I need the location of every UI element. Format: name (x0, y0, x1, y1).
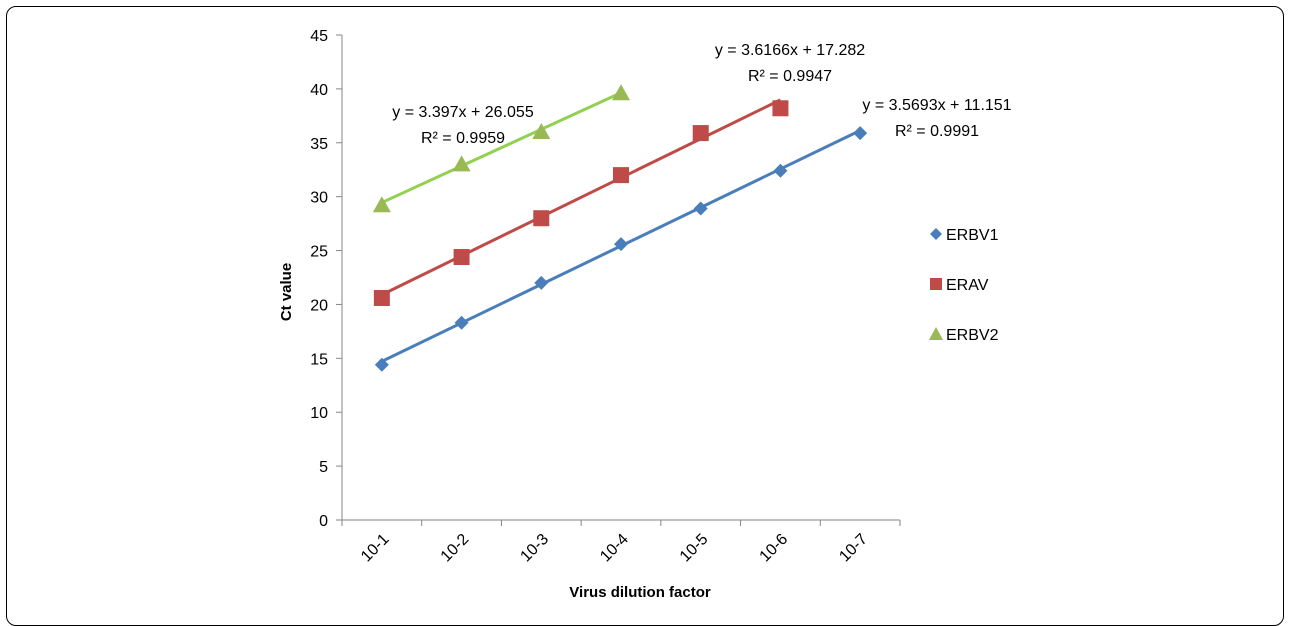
point-erbv1 (773, 163, 788, 178)
point-erav (692, 125, 709, 142)
y-tick-label: 5 (319, 459, 328, 476)
trendline-equation-erbv1: y = 3.5693x + 11.151 (862, 97, 1011, 114)
point-erbv2 (372, 196, 391, 213)
point-erbv1 (454, 315, 469, 330)
y-tick-label: 25 (310, 244, 328, 261)
labels: y = 3.5693x + 11.151 R² = 0.9991 y = 3.616… (392, 42, 1011, 147)
point-erbv1 (374, 357, 389, 372)
trendline-r2-erbv1: R² = 0.9991 (895, 123, 979, 140)
x-tick-label: 10-7 (836, 531, 871, 566)
markers (372, 84, 868, 372)
point-erbv1 (853, 126, 868, 141)
point-erbv1 (534, 275, 549, 290)
trendline-equation-erav: y = 3.6166x + 17.282 (715, 42, 865, 59)
x-tick-label: 10-2 (438, 531, 473, 566)
y-tick-label: 30 (310, 190, 328, 207)
trendline-erav (381, 98, 782, 297)
trendline-equation-erbv2: y = 3.397x + 26.055 (392, 104, 534, 121)
legend-label-erav: ERAV (946, 277, 989, 294)
y-tick-label: 40 (310, 82, 328, 99)
y-tick-label: 45 (310, 28, 328, 45)
x-tick-label: 10-3 (517, 531, 552, 566)
legend-marker-erav (930, 278, 942, 290)
x-tick-label: 10-6 (757, 531, 792, 566)
y-tick-label: 35 (310, 136, 328, 153)
point-erav (453, 249, 470, 266)
point-erbv1 (693, 201, 708, 216)
legend-marker-erbv2 (929, 327, 943, 340)
trendline-r2-erav: R² = 0.9947 (748, 68, 832, 85)
point-erbv2 (452, 155, 471, 172)
trendline-erbv2 (381, 91, 622, 204)
x-tick-label: 10-5 (677, 531, 712, 566)
point-erav (373, 289, 390, 306)
x-tick-label: 10-4 (597, 531, 632, 566)
point-erbv2 (612, 84, 630, 101)
point-erav (533, 210, 550, 227)
legend: ERBV1 ERAV ERBV2 (929, 227, 999, 344)
legend-label-erbv1: ERBV1 (946, 227, 999, 244)
y-tick-label: 0 (319, 513, 328, 530)
y-tick-label: 10 (310, 405, 328, 422)
y-tick-label: 20 (310, 297, 328, 314)
point-erbv2 (532, 123, 551, 139)
legend-label-erbv2: ERBV2 (946, 327, 999, 344)
chart: 0 5 10 15 20 25 30 35 40 45 10-1 10-2 10-3 10-4 10-5 10… (278, 28, 1012, 601)
y-tick-label: 15 (310, 351, 328, 368)
legend-marker-erbv1 (930, 228, 942, 240)
point-erbv1 (614, 237, 628, 252)
x-tick-label: 10-1 (358, 531, 393, 566)
trendline-r2-erbv2: R² = 0.9959 (421, 130, 505, 147)
point-erav (772, 100, 789, 117)
x-axis-title: Virus dilution factor (569, 584, 711, 601)
y-axis-title: Ct value (278, 263, 295, 321)
point-erav (613, 167, 629, 184)
